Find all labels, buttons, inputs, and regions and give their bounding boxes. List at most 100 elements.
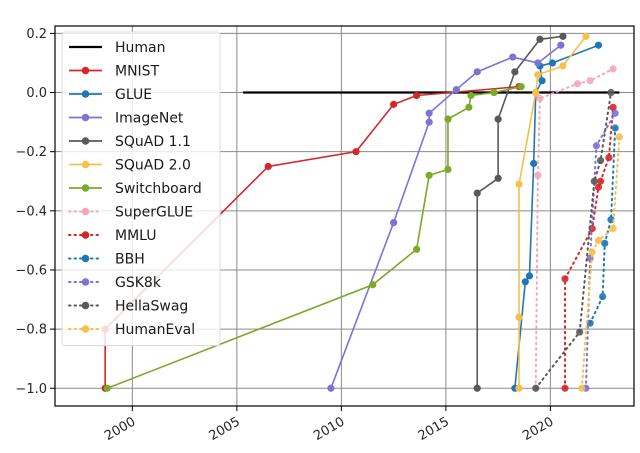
y-tick-label: −0.8 [15, 323, 47, 338]
legend-marker [81, 207, 90, 216]
y-tick-label: −0.4 [15, 204, 47, 219]
series-squad-2-0 [515, 32, 590, 392]
data-point-gsk8k-3 [611, 109, 619, 117]
legend-marker [81, 278, 90, 286]
data-point-mmlu-3 [594, 183, 603, 191]
data-point-hellaswag-3 [596, 156, 605, 165]
legend-label: MNIST [115, 64, 160, 80]
data-point-squad-1-1-0 [473, 384, 481, 392]
data-point-hellaswag-1 [576, 328, 584, 336]
data-point-squad-2-0-2 [515, 180, 523, 188]
legend-marker [81, 113, 90, 122]
data-point-gsk8k-2 [592, 142, 600, 150]
legend-marker [81, 301, 90, 310]
series-switchboard [103, 83, 525, 392]
legend-label: GLUE [115, 87, 152, 103]
data-point-mnist-3 [352, 148, 360, 156]
legend-item-squad-1-1: SQuAD 1.1 [69, 134, 191, 150]
data-point-humaneval-1 [588, 248, 596, 256]
series-line-switchboard [106, 85, 522, 390]
data-point-imagenet-3 [425, 109, 433, 117]
data-point-imagenet-5 [473, 68, 481, 76]
y-tick-label: 0.0 [26, 86, 47, 101]
data-point-switchboard-7 [467, 91, 475, 100]
data-point-imagenet-0 [327, 384, 335, 392]
legend: Human MNIST GLUE ImageNet SQuAD 1.1 SQuAD 2.0… [61, 31, 221, 346]
legend-item-switchboard: Switchboard [69, 181, 202, 197]
data-point-squad-2-0-0 [515, 384, 523, 392]
data-point-glue-7 [548, 59, 557, 67]
y-tick-label: −0.2 [15, 145, 47, 160]
legend-marker [81, 137, 90, 145]
data-point-squad-1-1-2 [494, 174, 502, 182]
legend-marker [81, 325, 90, 333]
data-point-imagenet-6 [509, 53, 517, 61]
legend-item-bbh: BBH [68, 252, 145, 268]
data-point-switchboard-5 [444, 115, 452, 123]
data-point-mnist-4 [390, 100, 398, 108]
legend-item-gsk8k: GSK8k [68, 275, 162, 291]
legend-item-squad-2-0: SQuAD 2.0 [69, 158, 191, 174]
data-point-mnist-2 [264, 162, 272, 171]
data-point-mmlu-5 [605, 153, 613, 162]
data-point-squad-2-0-6 [582, 32, 590, 40]
data-point-switchboard-9 [517, 83, 525, 91]
series-line-gsk8k [584, 112, 617, 390]
data-point-imagenet-2 [425, 118, 433, 126]
axes-frame [54, 25, 635, 407]
data-point-mmlu-6 [609, 103, 617, 111]
legend-item-humaneval: HumanEval [68, 322, 195, 338]
legend-marker [81, 160, 90, 169]
data-point-glue-3 [530, 159, 538, 168]
legend-item-mnist: MNIST [69, 64, 160, 80]
legend-label: MMLU [115, 228, 157, 244]
legend-box [61, 31, 221, 346]
data-point-superglue-5 [609, 65, 617, 73]
data-point-mmlu-0 [561, 384, 569, 392]
data-point-switchboard-6 [465, 103, 473, 111]
legend-label: HumanEval [115, 322, 195, 338]
data-point-humaneval-3 [609, 224, 617, 233]
legend-marker [81, 90, 90, 98]
data-point-superglue-4 [586, 77, 594, 85]
legend-label: ImageNet [115, 111, 184, 127]
data-point-imagenet-4 [452, 85, 460, 94]
legend-marker [81, 254, 90, 263]
data-point-squad-2-0-4 [534, 71, 542, 79]
data-point-squad-2-0-5 [559, 62, 567, 70]
data-point-superglue-1 [534, 171, 542, 179]
data-point-glue-8 [594, 41, 603, 49]
data-point-squad-2-0-3 [532, 88, 540, 97]
y-axis: 0.2 0.0 −0.2 −0.4 −0.6 −0.8 −1.0 [15, 27, 55, 397]
data-point-bbh-2 [601, 239, 609, 247]
data-point-switchboard-8 [490, 88, 498, 97]
data-point-mmlu-4 [596, 177, 605, 185]
y-tick-label: −0.6 [15, 263, 47, 278]
data-point-switchboard-2 [413, 245, 421, 253]
legend-label: Human [115, 40, 166, 56]
data-point-glue-2 [525, 272, 534, 280]
data-point-hellaswag-0 [532, 384, 540, 392]
legend-label: Switchboard [115, 181, 202, 197]
legend-label: SQuAD 2.0 [115, 158, 191, 174]
data-point-superglue-3 [573, 80, 582, 88]
data-point-switchboard-3 [425, 171, 433, 179]
legend-marker [81, 184, 90, 192]
legend-marker [81, 231, 90, 239]
data-point-mnist-5 [413, 91, 421, 100]
legend-label: BBH [115, 252, 145, 268]
data-point-humaneval-0 [578, 384, 586, 392]
data-point-mmlu-1 [561, 275, 569, 283]
series-squad-1-1 [473, 32, 567, 392]
data-point-bbh-4 [611, 124, 619, 132]
legend-label: SQuAD 1.1 [115, 134, 191, 150]
series-mmlu [561, 103, 617, 392]
legend-marker [81, 66, 90, 75]
data-point-switchboard-0 [103, 384, 111, 392]
data-point-bbh-1 [599, 292, 607, 301]
legend-item-glue: GLUE [69, 87, 152, 103]
series-hellaswag [532, 88, 615, 392]
y-tick-label: 0.2 [26, 27, 47, 42]
data-point-superglue-2 [536, 94, 544, 103]
